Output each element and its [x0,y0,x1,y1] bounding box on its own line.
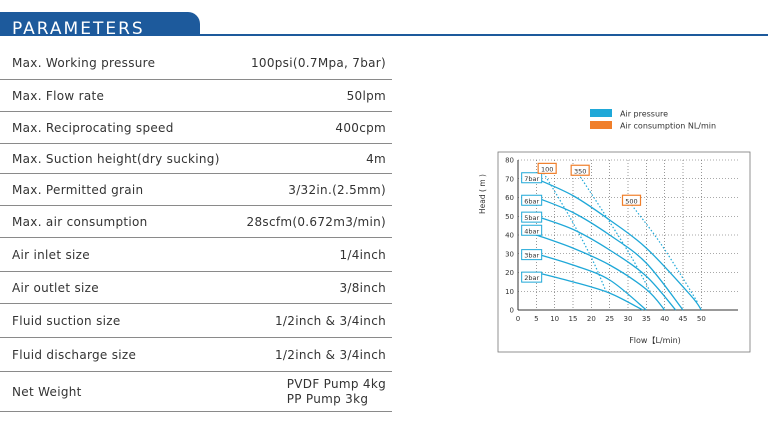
pressure-curve [536,215,677,311]
parameter-label: Air outlet size [12,280,99,295]
section-title: PARAMETERS [12,19,145,39]
parameter-value: 100psi(0.7Mpa, 7bar) [250,55,386,70]
consumption-label: 100 [541,165,553,173]
parameter-label: Net Weight [12,384,82,399]
parameter-value: 3/8inch [339,280,386,295]
legend-swatch [590,109,612,117]
x-tick-label: 0 [516,315,520,323]
consumption-label: 350 [574,167,586,175]
parameter-label: Max. Reciprocating speed [12,120,174,135]
pressure-label-box [521,211,543,223]
parameter-label: Max. Permitted grain [12,182,144,197]
consumption-label-box [570,164,590,176]
consumption-curve [579,176,651,292]
pressure-label: 7bar [524,175,539,183]
x-tick-label: 10 [550,315,559,323]
pressure-label-box [521,194,543,206]
y-tick-label: 40 [505,232,514,240]
pressure-curve [536,271,643,311]
parameter-label: Max. Flow rate [12,88,105,103]
x-tick-label: 45 [679,315,688,323]
consumption-label-box [537,162,557,174]
consumption-curve [631,204,699,303]
x-axis-label: Flow【L/min) [629,336,681,345]
parameter-value: 400cpm [335,120,386,135]
parameter-row: Max. Reciprocating speed 400cpm [0,112,392,144]
header-rule [190,34,768,36]
parameter-value: 1/2inch & 3/4inch [275,313,386,328]
y-tick-label: 10 [505,288,514,296]
parameter-label: Max. air consumption [12,214,148,229]
parameter-value: 1/2inch & 3/4inch [275,347,386,362]
parameter-row: Net Weight PVDF Pump 4kg PP Pump 3kg [0,372,392,412]
x-tick-label: 15 [569,315,578,323]
pressure-label-box [521,271,543,283]
x-tick-label: 40 [660,315,669,323]
parameter-value-line: PP Pump 3kg [286,391,369,406]
y-tick-label: 70 [505,175,514,183]
y-tick-label: 20 [505,269,514,277]
section-header: PARAMETERS [0,4,780,40]
parameter-row: Fluid suction size 1/2inch & 3/4inch [0,304,392,338]
y-tick-label: 30 [505,250,514,258]
x-tick-label: 50 [697,315,706,323]
consumption-curve [543,172,607,292]
pressure-curve [536,234,666,311]
header-tab: PARAMETERS [0,12,200,39]
x-tick-label: 35 [642,315,651,323]
parameter-label: Fluid discharge size [12,347,137,362]
consumption-label: 500 [625,197,637,205]
parameter-row: Fluid discharge size 1/2inch & 3/4inch [0,338,392,372]
parameter-value: 3/32in.(2.5mm) [288,182,386,197]
pressure-curve [536,196,684,311]
parameter-label: Max. Working pressure [12,55,156,70]
pressure-label: 2bar [524,274,539,282]
y-tick-label: 60 [505,194,514,202]
parameter-value: PVDF Pump 4kg PP Pump 3kg [287,377,386,407]
parameters-table: Max. Working pressure 100psi(0.7Mpa, 7bar… [0,46,392,412]
y-tick-label: 80 [505,157,514,165]
parameter-value: 50lpm [346,88,386,103]
parameter-row: Max. Permitted grain 3/32in.(2.5mm) [0,174,392,206]
parameter-row: Air outlet size 3/8inch [0,272,392,304]
pressure-label: 5bar [524,214,539,222]
y-tick-label: 0 [510,307,514,315]
y-axis-label: Head ( m ) [478,174,487,214]
parameter-label: Max. Suction height(dry sucking) [12,151,220,166]
legend-label: Air pressure [620,110,668,119]
legend-swatch [590,121,612,129]
x-tick-label: 20 [587,315,596,323]
consumption-label-box [621,194,642,206]
x-tick-label: 30 [624,315,633,323]
pressure-label: 6bar [524,197,539,205]
x-tick-label: 5 [534,315,538,323]
parameter-label: Air inlet size [12,247,90,262]
pressure-label-box [521,224,543,236]
chart-panel [497,151,751,353]
parameter-value: 28scfm(0.672m3/min) [246,214,386,229]
x-tick-label: 25 [605,315,614,323]
legend-label: Air consumption NL/min [620,122,716,131]
parameter-label: Fluid suction size [12,313,121,328]
pressure-curve [536,253,647,311]
pressure-label-box [521,172,543,184]
y-tick-label: 50 [505,213,514,221]
parameter-value-line: PVDF Pump 4kg [286,376,386,391]
parameter-value: 1/4inch [339,247,386,262]
parameter-row: Max. Flow rate 50lpm [0,80,392,112]
pressure-label-box [521,249,543,261]
pressure-label: 4bar [524,227,539,235]
parameter-row: Max. Suction height(dry sucking) 4m [0,144,392,174]
parameter-value: 4m [366,151,386,166]
parameter-row: Air inlet size 1/4inch [0,238,392,272]
parameter-row: Max. air consumption 28scfm(0.672m3/min) [0,206,392,238]
pressure-label: 3bar [524,252,539,260]
pressure-curve [536,178,702,311]
parameter-row: Max. Working pressure 100psi(0.7Mpa, 7bar… [0,46,392,80]
